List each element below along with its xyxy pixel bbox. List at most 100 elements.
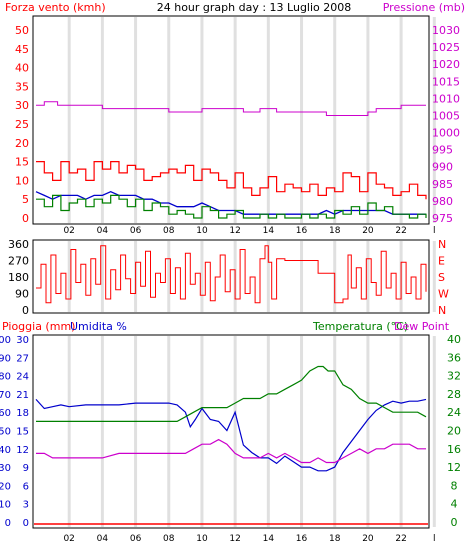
time-tick-label: 16 [296, 226, 308, 236]
pressure-tick-label: 1000 [432, 127, 460, 140]
time-tick-label: 02 [63, 226, 74, 236]
wind-tick-label: 30 [15, 99, 29, 112]
time-tick-label: 12 [229, 226, 240, 236]
time-tick-label: 08 [163, 226, 175, 236]
time-tick-label: 14 [263, 226, 275, 236]
rain-tick-label: 0 [23, 518, 29, 529]
time-tick-label: 04 [97, 226, 109, 236]
compass-tick-label: E [438, 255, 445, 268]
temperature-tick-label: 20 [447, 425, 461, 438]
temperature-tick-label: 16 [447, 443, 461, 456]
direction-tick-label: 360 [8, 238, 29, 251]
wind-tick-label: 45 [15, 43, 29, 56]
temperature-line [36, 365, 427, 422]
compass-tick-label: N [438, 304, 446, 317]
direction-tick-label: 180 [8, 271, 29, 284]
time-tick-label: 20 [362, 534, 374, 544]
wind-tick-label: 35 [15, 80, 29, 93]
temp-series [34, 365, 428, 525]
humidity-tick-label: 60 [0, 408, 11, 419]
wind-tick-label: 25 [15, 118, 29, 131]
direction-series [36, 245, 427, 304]
direction-line [36, 245, 427, 304]
humidity-tick-label: 20 [0, 481, 11, 492]
wind-tick-label: 20 [15, 137, 29, 150]
temperature-tick-label: 4 [451, 498, 458, 511]
time-tick-label: 14 [263, 534, 275, 544]
wind-time-ticks: 02 04 06 08 10 12 14 16 18 20 22 l [63, 226, 435, 236]
pressure-tick-label: 985 [432, 178, 453, 191]
humidity-tick-label: 10 [0, 500, 11, 511]
pressure-line [36, 101, 426, 116]
wind-series [35, 101, 427, 219]
humidity-tick-label: 100 [0, 335, 11, 346]
humidity-tick-label: 80 [0, 372, 11, 383]
time-tick-label: 22 [395, 226, 406, 236]
rain-tick-label: 15 [16, 427, 29, 438]
humidity-axis-label: Umidita % [70, 320, 127, 333]
time-tick-label: 06 [130, 226, 142, 236]
time-tick-label: 10 [196, 226, 208, 236]
wind-tick-label: 50 [15, 24, 29, 37]
time-tick-label: l [433, 534, 436, 544]
time-tick-label: 10 [196, 534, 208, 544]
time-tick-label: 16 [296, 534, 308, 544]
temperature-tick-label: 36 [447, 351, 461, 364]
time-tick-label: 18 [329, 534, 341, 544]
rain-axis-label: Pioggia (mm) [2, 320, 75, 333]
pressure-axis-ticks: 975 980 985 990 995 1000 1005 1010 1015 1020 1025 1… [432, 24, 460, 225]
rain-tick-label: 3 [23, 500, 29, 511]
compass-tick-label: S [438, 271, 445, 284]
temperature-tick-label: 28 [447, 388, 461, 401]
rain-axis-ticks: 0 3 6 9 12 15 18 21 24 27 30 [16, 335, 29, 529]
time-tick-label: 18 [329, 226, 341, 236]
time-tick-label: 12 [229, 534, 240, 544]
rain-tick-label: 21 [16, 390, 29, 401]
temperature-tick-label: 40 [447, 333, 461, 346]
time-tick-label: 04 [97, 534, 109, 544]
pressure-tick-label: 980 [432, 195, 453, 208]
rain-tick-label: 30 [16, 335, 29, 346]
temp-time-ticks: 02 04 06 08 10 12 14 16 18 20 22 l [63, 534, 435, 544]
time-tick-label: 20 [362, 226, 374, 236]
temperature-tick-label: 8 [451, 479, 458, 492]
dewpoint-axis-label: Dew Point [394, 320, 450, 333]
wind-tick-label: 10 [15, 174, 29, 187]
pressure-tick-label: 1025 [432, 41, 460, 54]
wind-plot-area [32, 15, 430, 225]
compass-tick-label: N [438, 238, 446, 251]
pressure-tick-label: 1010 [432, 92, 460, 105]
temperature-tick-label: 32 [447, 370, 461, 383]
wind-axis-label: Forza vento (kmh) [5, 1, 106, 14]
rain-tick-label: 24 [16, 372, 29, 383]
gust-line [36, 161, 427, 200]
rain-tick-label: 12 [16, 445, 29, 456]
temp-grid [67, 336, 436, 527]
temperature-humidity-panel: 0102030405060708090100 03691215182124273… [0, 333, 461, 544]
direction-tick-label: 270 [8, 255, 29, 268]
pressure-tick-label: 1020 [432, 58, 460, 71]
humidity-tick-label: 40 [0, 445, 11, 456]
wind-tick-label: 5 [22, 193, 29, 206]
rain-tick-label: 9 [23, 463, 29, 474]
wind-axis-ticks: 0 5 10 15 20 25 30 35 40 45 50 [15, 24, 29, 225]
pressure-axis-label: Pressione (mb) [383, 1, 465, 14]
compass-tick-label: W [438, 288, 449, 301]
chart-title: 24 hour graph day : 13 Luglio 2008 [157, 1, 352, 14]
pressure-tick-label: 1030 [432, 24, 460, 37]
humidity-tick-label: 0 [5, 518, 11, 529]
dewpoint-line [36, 438, 426, 464]
direction-plot-area [32, 239, 430, 314]
humidity-axis-ticks: 0 10 20 30 40 50 60 70 80 90 100 [0, 335, 11, 529]
time-tick-label: l [433, 226, 436, 236]
wind-tick-label: 15 [15, 156, 29, 169]
direction-degree-ticks: 0 90 180 270 360 [8, 238, 29, 317]
pressure-tick-label: 1015 [432, 75, 460, 88]
rain-tick-label: 18 [16, 408, 29, 419]
pressure-tick-label: 975 [432, 212, 453, 225]
pressure-tick-label: 1005 [432, 109, 460, 122]
wind-speed-line [36, 194, 427, 219]
